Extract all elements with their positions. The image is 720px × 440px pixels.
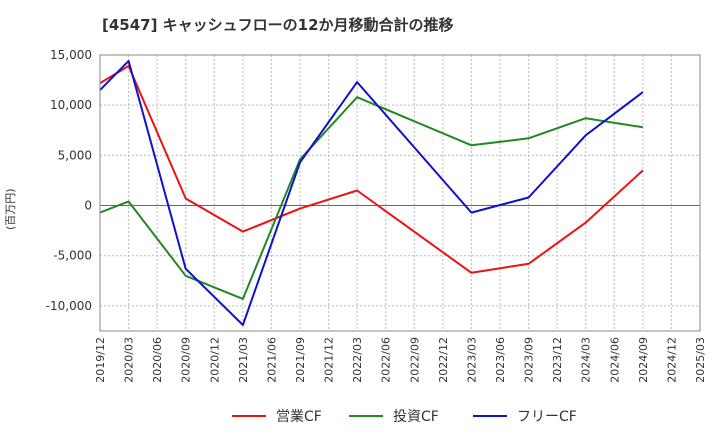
x-tick-label: 2019/12	[94, 337, 107, 383]
x-tick-label: 2023/12	[551, 337, 564, 383]
x-tick-label: 2024/09	[637, 337, 650, 383]
x-tick-label: 2023/03	[465, 337, 478, 383]
legend: 営業CF 投資CF フリーCF	[0, 404, 720, 428]
plot-border	[99, 54, 701, 332]
x-tick-label: 2021/06	[265, 337, 278, 383]
y-tick-label: 5,000	[58, 148, 92, 162]
x-tick-label: 2020/06	[151, 337, 164, 383]
plot-frame	[99, 54, 701, 332]
series-line-0	[99, 65, 644, 274]
x-tick-label: 2020/03	[123, 337, 136, 383]
x-tick-labels: 2019/12 2020/03 2020/06 2020/09 2020/12 2021/…	[94, 337, 707, 383]
x-tick-label: 2024/03	[580, 337, 593, 383]
x-tick-label: 2024/12	[665, 337, 678, 383]
legend-item-free-cf: フリーCF	[473, 404, 577, 428]
x-tick-label: 2021/03	[237, 337, 250, 383]
legend-item-investing-cf: 投資CF	[349, 404, 439, 428]
x-tick-label: 2022/12	[437, 337, 450, 383]
plot-background	[100, 55, 700, 331]
x-tick-label: 2022/03	[351, 337, 364, 383]
y-tick-label: -10,000	[46, 299, 92, 313]
series-line-1	[99, 96, 644, 300]
x-tick-label: 2021/12	[323, 337, 336, 383]
y-tick-label: 15,000	[50, 48, 92, 62]
y-tick-label: -5,000	[53, 249, 92, 263]
x-tick-label: 2020/12	[208, 337, 221, 383]
legend-swatch-operating-cf	[232, 415, 266, 417]
legend-label-operating-cf: 営業CF	[276, 409, 322, 425]
grid-lines	[99, 54, 701, 331]
x-tick-label: 2023/06	[494, 337, 507, 383]
legend-item-operating-cf: 営業CF	[232, 404, 322, 428]
legend-label-free-cf: フリーCF	[517, 409, 577, 425]
series-lines	[99, 60, 644, 326]
y-tick-labels: 15,000 10,000 5,000 0 -5,000 -10,000	[46, 48, 92, 313]
x-tick-label: 2022/09	[408, 337, 421, 383]
y-tick-label: 10,000	[50, 98, 92, 112]
chart-title: [4547] キャッシュフローの12か月移動合計の推移	[102, 16, 454, 34]
legend-swatch-free-cf	[473, 415, 507, 417]
x-tick-label: 2025/03	[694, 337, 707, 383]
series-line-2	[99, 60, 644, 326]
x-tick-label: 2021/09	[294, 337, 307, 383]
y-tick-label: 0	[84, 199, 92, 213]
legend-swatch-investing-cf	[349, 415, 383, 417]
x-tick-label: 2024/06	[608, 337, 621, 383]
legend-label-investing-cf: 投資CF	[393, 409, 439, 425]
x-tick-label: 2023/09	[523, 337, 536, 383]
x-tick-label: 2022/06	[380, 337, 393, 383]
x-tick-label: 2020/09	[180, 337, 193, 383]
